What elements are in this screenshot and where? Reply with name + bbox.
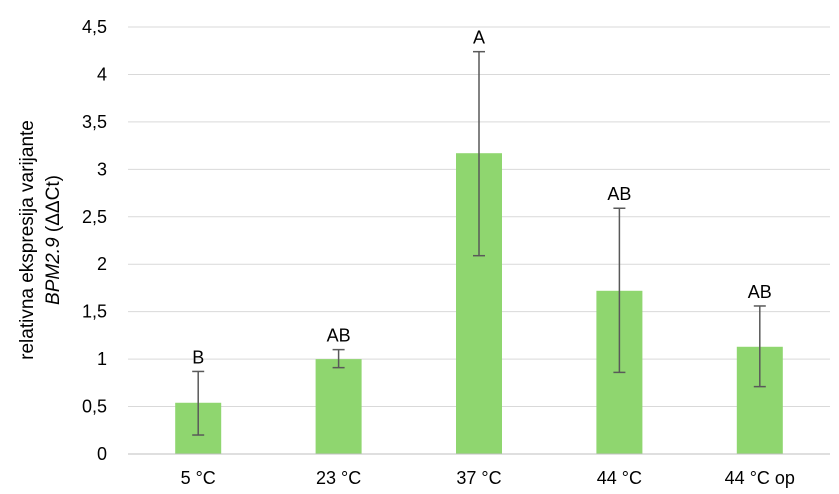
significance-label: B xyxy=(192,347,204,367)
y-tick-labels: 0 0,5 1 1,5 2 2,5 3 3,5 4 4,5 xyxy=(82,17,107,464)
significance-label: AB xyxy=(748,282,772,302)
y-tick-label: 2 xyxy=(97,254,107,274)
y-tick-label: 1 xyxy=(97,349,107,369)
x-tick-label: 44 °C xyxy=(597,468,642,488)
y-axis-label-unit: (ΔΔCt) xyxy=(43,175,64,237)
significance-label: AB xyxy=(327,326,351,346)
y-tick-label: 4 xyxy=(97,64,107,84)
y-tick-label: 3 xyxy=(97,159,107,179)
y-tick-label: 0,5 xyxy=(82,397,107,417)
significance-labels: B AB A AB AB xyxy=(192,28,772,368)
y-tick-label: 1,5 xyxy=(82,302,107,322)
x-tick-label: 44 °C op xyxy=(725,468,795,488)
y-axis-label-line1: relativna ekspresija varijante xyxy=(17,120,38,360)
y-tick-label: 2,5 xyxy=(82,207,107,227)
significance-label: A xyxy=(473,28,485,48)
x-tick-label: 23 °C xyxy=(316,468,361,488)
x-tick-labels: 5 °C 23 °C 37 °C 44 °C 44 °C op xyxy=(181,468,795,488)
x-tick-label: 5 °C xyxy=(181,468,216,488)
error-bars xyxy=(192,50,766,436)
x-tick-label: 37 °C xyxy=(456,468,501,488)
y-axis-label-gene: BPM2.9 xyxy=(43,237,64,305)
significance-label: AB xyxy=(607,184,631,204)
y-tick-label: 3,5 xyxy=(82,112,107,132)
bar xyxy=(315,359,362,454)
y-axis-label-line2: BPM2.9 (ΔΔCt) xyxy=(43,175,64,305)
y-tick-label: 4,5 xyxy=(82,17,107,37)
bars xyxy=(175,153,783,455)
y-tick-label: 0 xyxy=(97,444,107,464)
